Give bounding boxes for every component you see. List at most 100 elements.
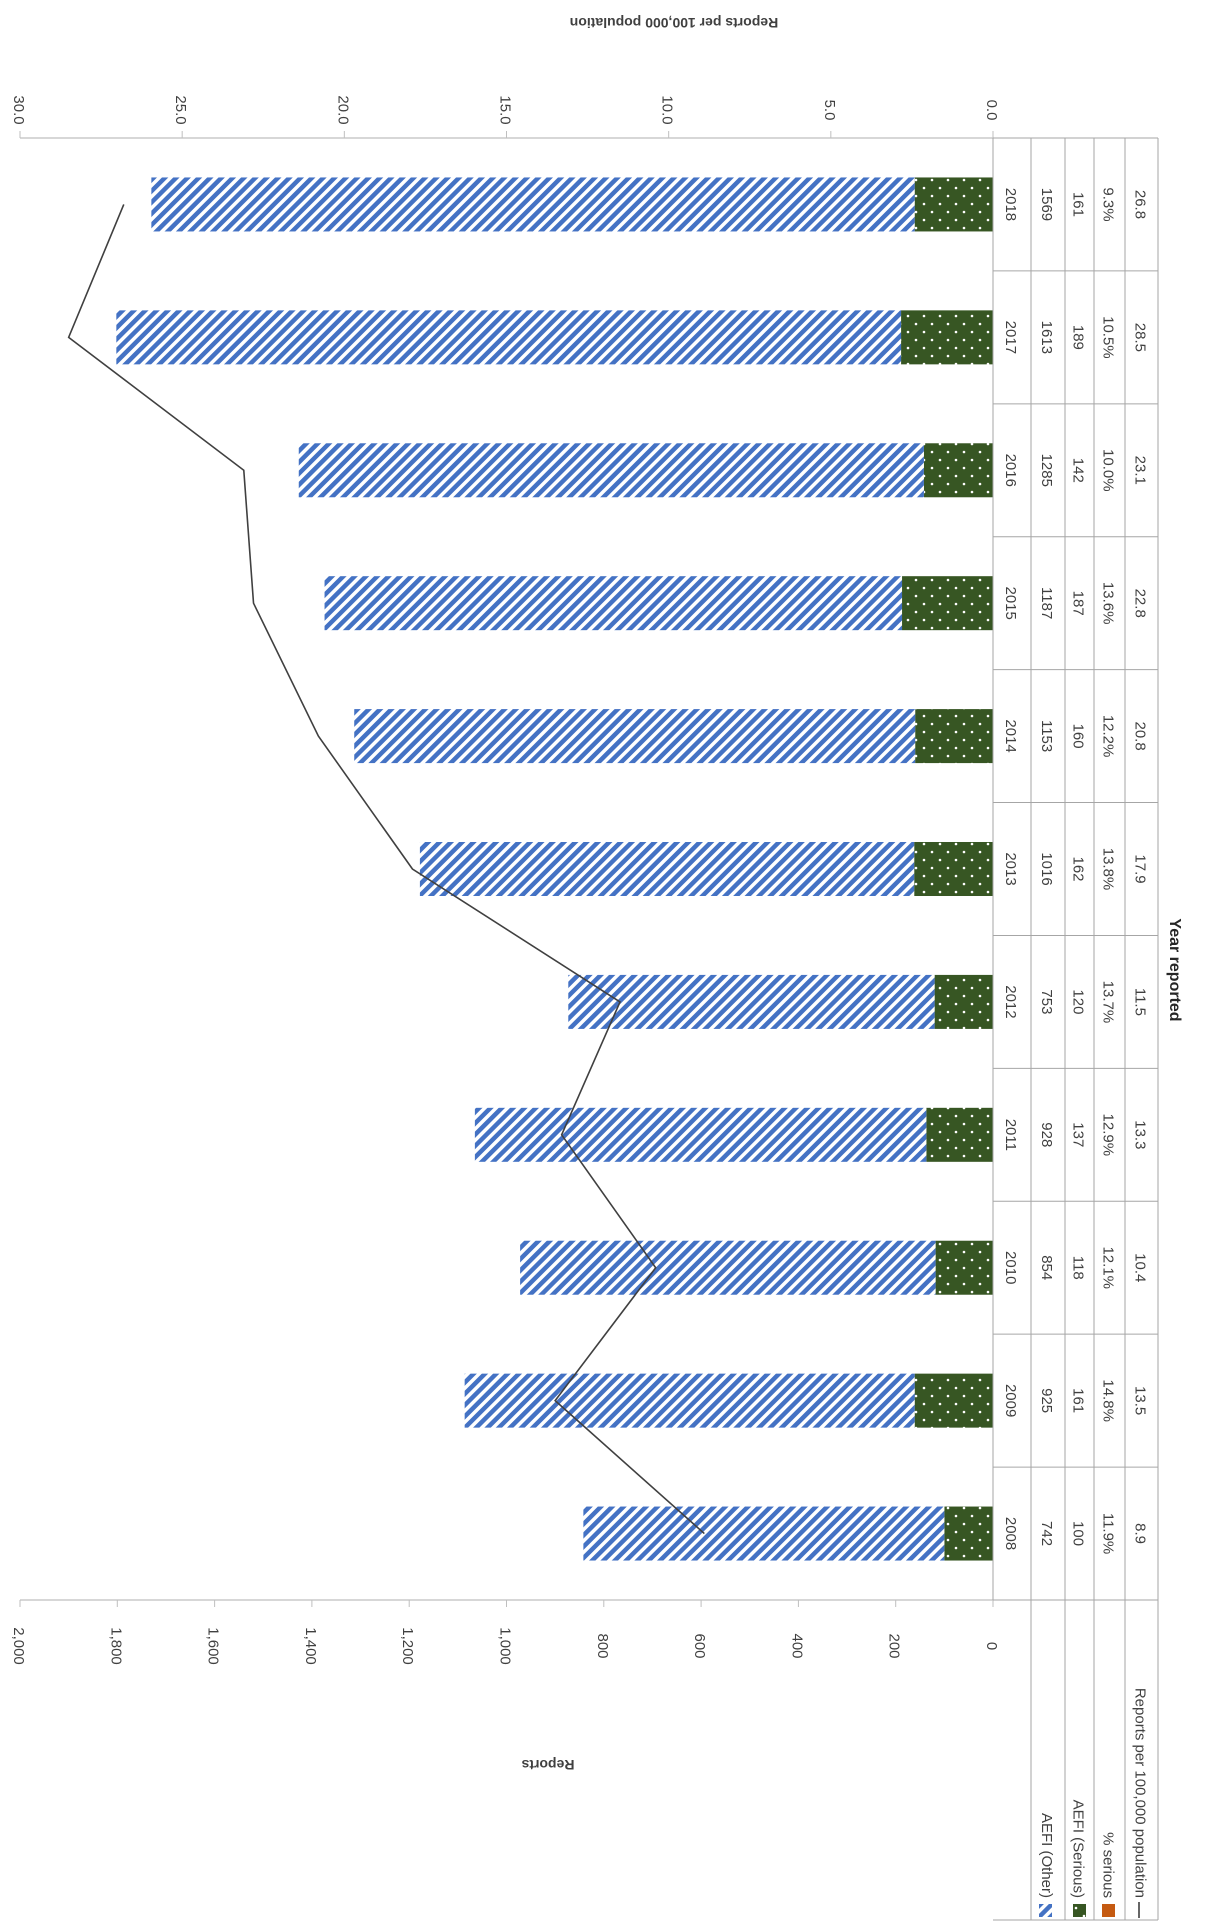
- line-reports-per-100k: [67, 204, 705, 1535]
- table-cell: 22.8: [1132, 589, 1149, 618]
- table-cell: 118: [1070, 1256, 1087, 1280]
- table-cell: 162: [1070, 856, 1087, 881]
- primary-tick-label: 1,400: [302, 1627, 319, 1665]
- table-cell: 189: [1070, 325, 1087, 350]
- data-table: 2008 2009 2010 2011 2012 2013 2014 2015 2016 2017…: [992, 137, 1159, 1921]
- table-cell: 9.3%: [1100, 187, 1117, 221]
- bar-other-2016: [298, 443, 924, 498]
- table-cell: 187: [1070, 591, 1087, 616]
- table-cell: 1613: [1038, 321, 1055, 354]
- primary-tick-label: 600: [691, 1633, 708, 1658]
- secondary-tick-label: 0.0: [983, 100, 1000, 121]
- table-cell: 1285: [1038, 454, 1055, 487]
- primary-tick-label: 1,200: [399, 1627, 416, 1665]
- table-cell: 11.9%: [1100, 1513, 1117, 1554]
- category-label: 2018: [1002, 188, 1019, 221]
- category-label: 2013: [1002, 852, 1019, 885]
- category-label: 2017: [1002, 321, 1019, 354]
- bar-serious-2011: [926, 1107, 993, 1162]
- table-cell: 13.5: [1132, 1386, 1149, 1415]
- category-label: 2012: [1002, 985, 1019, 1018]
- legend-label: % serious: [1100, 1832, 1117, 1898]
- bar-other-2017: [116, 310, 902, 365]
- table-cell: 12.2%: [1100, 715, 1117, 758]
- primary-tick-label: 200: [886, 1633, 903, 1658]
- category-label: 2008: [1002, 1517, 1019, 1550]
- primary-tick-label: 800: [594, 1633, 611, 1658]
- secondary-tick-label: 15.0: [497, 95, 514, 124]
- bar-other-2012: [568, 974, 935, 1029]
- primary-tick-label: 0: [983, 1642, 1000, 1650]
- category-label: 2010: [1002, 1251, 1019, 1284]
- primary-tick-label: 1,000: [497, 1627, 514, 1665]
- secondary-tick-label: 30.0: [10, 95, 27, 124]
- bar-other-2018: [151, 177, 915, 232]
- legend-label: AEFI (Other): [1038, 1813, 1055, 1898]
- table-cell: 12.1%: [1100, 1246, 1117, 1289]
- table-cell: 854: [1038, 1255, 1055, 1280]
- bar-serious-2015: [902, 576, 993, 631]
- table-cell: 28.5: [1132, 323, 1149, 352]
- table-cell: 13.6%: [1100, 582, 1117, 625]
- category-label: 2014: [1002, 719, 1019, 752]
- category-label: 2009: [1002, 1384, 1019, 1417]
- table-cell: 137: [1070, 1122, 1087, 1147]
- bar-serious-2010: [935, 1240, 993, 1295]
- legend-key-percent-serious: [1102, 1904, 1115, 1917]
- table-cell: 160: [1070, 724, 1087, 749]
- primary-tick-label: 1,600: [205, 1627, 222, 1665]
- table-cell: 1153: [1038, 720, 1055, 752]
- table-cell: 753: [1038, 989, 1055, 1014]
- primary-axis-title: Reports: [521, 1757, 574, 1773]
- secondary-tick-label: 10.0: [659, 95, 676, 124]
- line-series: [67, 204, 705, 1535]
- table-cell: 10.4: [1132, 1253, 1149, 1282]
- bar-serious-2016: [923, 443, 993, 498]
- table-cell: 100: [1070, 1521, 1087, 1546]
- primary-tick-label: 1,800: [107, 1627, 124, 1665]
- legend-label: Reports per 100,000 population: [1132, 1688, 1149, 1898]
- axes: 0 200 400 600 800 1,000 1,200 1,400 1,600 1,800 2,…: [10, 95, 1000, 1664]
- secondary-tick-label: 25.0: [172, 95, 189, 124]
- category-label: 2015: [1002, 586, 1019, 619]
- bar-serious-2013: [914, 842, 993, 896]
- table-cell: 26.8: [1132, 190, 1149, 219]
- table-cell: 742: [1038, 1521, 1055, 1546]
- table-cell: 14.8%: [1100, 1379, 1117, 1422]
- bar-other-2008: [583, 1506, 945, 1561]
- bar-other-2009: [464, 1373, 915, 1428]
- secondary-axis-title: Reports per 100,000 population: [570, 15, 779, 31]
- bar-serious-2009: [914, 1373, 993, 1428]
- table-cell: 13.8%: [1100, 848, 1117, 891]
- table-cell: 1187: [1038, 587, 1055, 619]
- table-cell: 928: [1038, 1122, 1055, 1147]
- x-axis-title: Year reported: [1166, 918, 1183, 1021]
- bar-serious-2014: [915, 709, 993, 764]
- table-cell: 10.0%: [1100, 449, 1117, 492]
- table-cell: 23.1: [1132, 456, 1149, 485]
- table-cell: 8.9: [1132, 1523, 1149, 1544]
- table-cell: 161: [1070, 192, 1087, 217]
- table-cell: 1016: [1038, 852, 1055, 885]
- category-label: 2011: [1002, 1119, 1019, 1151]
- bar-serious-2018: [914, 177, 993, 232]
- secondary-tick-label: 5.0: [821, 100, 838, 121]
- table-cell: 13.7%: [1100, 981, 1117, 1024]
- table-cell: 17.9: [1132, 854, 1149, 883]
- legend-key-aefi-other: [1039, 1904, 1052, 1917]
- table-cell: 1569: [1038, 188, 1055, 221]
- table-cell: 11.5: [1132, 988, 1149, 1016]
- legend-key-aefi-serious: [1073, 1904, 1086, 1917]
- table-cell: 161: [1070, 1388, 1087, 1413]
- table-cell: 12.9%: [1100, 1114, 1117, 1157]
- secondary-tick-label: 20.0: [334, 95, 351, 124]
- bar-other-2013: [419, 842, 915, 896]
- primary-tick-label: 2,000: [10, 1627, 27, 1665]
- bars: [116, 177, 993, 1561]
- bar-other-2015: [324, 576, 903, 631]
- primary-tick-label: 400: [788, 1633, 805, 1658]
- bar-serious-2008: [944, 1506, 993, 1561]
- legend-label: AEFI (Serious): [1070, 1800, 1087, 1898]
- table-cell: 925: [1038, 1388, 1055, 1413]
